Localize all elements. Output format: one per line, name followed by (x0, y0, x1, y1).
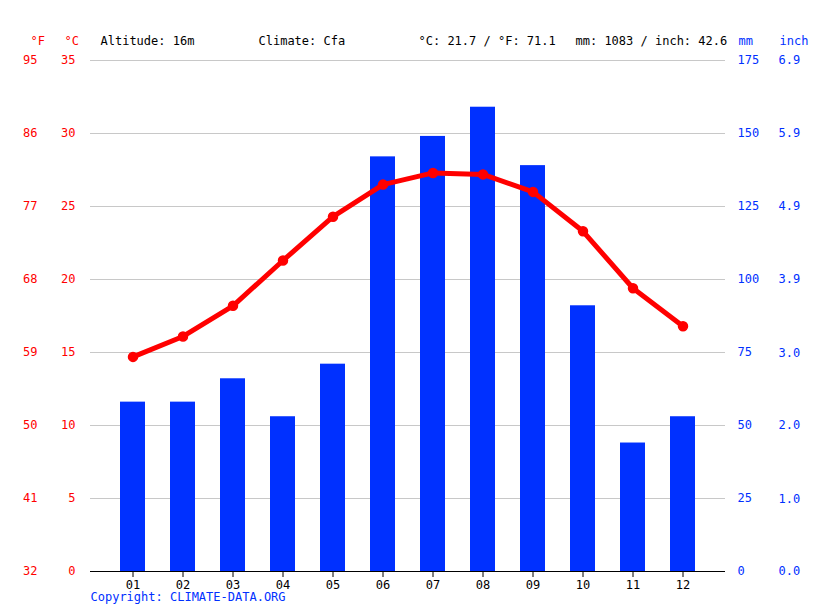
svg-text:°C: °C (65, 34, 79, 48)
svg-text:07: 07 (426, 578, 440, 592)
svg-text:32: 32 (23, 564, 37, 578)
svg-text:86: 86 (23, 126, 37, 140)
svg-text:5.9: 5.9 (779, 126, 801, 140)
svg-text:08: 08 (476, 578, 490, 592)
svg-text:Altitude: 16m: Altitude: 16m (101, 34, 195, 48)
svg-text:1.0: 1.0 (779, 492, 801, 506)
svg-text:0.0: 0.0 (779, 564, 801, 578)
svg-text:68: 68 (23, 272, 37, 286)
svg-text:05: 05 (326, 578, 340, 592)
svg-text:5: 5 (68, 491, 75, 505)
svg-text:0: 0 (738, 564, 745, 578)
svg-text:mm: 1083 / inch: 42.6: mm: 1083 / inch: 42.6 (576, 34, 728, 48)
svg-text:04: 04 (275, 578, 291, 592)
svg-text:30: 30 (61, 126, 75, 140)
svg-text:2.0: 2.0 (779, 418, 801, 432)
svg-text:mm: mm (739, 34, 753, 48)
svg-text:175: 175 (738, 53, 760, 67)
svg-text:20: 20 (61, 272, 75, 286)
svg-text:59: 59 (23, 345, 37, 359)
svg-text:35: 35 (61, 53, 75, 67)
svg-text:12: 12 (676, 578, 690, 592)
svg-text:Climate: Cfa: Climate: Cfa (259, 34, 346, 48)
svg-text:°F: °F (31, 34, 45, 48)
svg-text:°C: 21.7 / °F: 71.1: °C: 21.7 / °F: 71.1 (419, 34, 556, 48)
svg-text:100: 100 (738, 272, 760, 286)
svg-text:inch: inch (780, 34, 809, 48)
svg-text:125: 125 (738, 199, 760, 213)
svg-text:03: 03 (225, 578, 241, 592)
svg-text:10: 10 (61, 418, 75, 432)
svg-text:4.9: 4.9 (779, 199, 801, 213)
svg-text:Copyright: CLIMATE-DATA.ORG: Copyright: CLIMATE-DATA.ORG (91, 590, 286, 604)
svg-text:02: 02 (175, 578, 191, 592)
svg-text:3.0: 3.0 (779, 346, 801, 360)
svg-text:25: 25 (61, 199, 75, 213)
svg-text:06: 06 (376, 578, 390, 592)
svg-text:15: 15 (61, 345, 75, 359)
svg-text:01: 01 (125, 578, 141, 592)
svg-text:09: 09 (526, 578, 540, 592)
svg-text:10: 10 (576, 578, 590, 592)
svg-text:75: 75 (738, 345, 752, 359)
svg-text:25: 25 (738, 491, 752, 505)
svg-text:41: 41 (23, 491, 37, 505)
svg-text:3.9: 3.9 (779, 272, 801, 286)
svg-text:77: 77 (23, 199, 37, 213)
svg-text:11: 11 (626, 578, 640, 592)
svg-text:50: 50 (23, 418, 37, 432)
svg-text:95: 95 (23, 53, 37, 67)
svg-text:150: 150 (738, 126, 760, 140)
svg-text:6.9: 6.9 (779, 53, 801, 67)
svg-text:0: 0 (68, 564, 75, 578)
svg-text:50: 50 (738, 418, 752, 432)
